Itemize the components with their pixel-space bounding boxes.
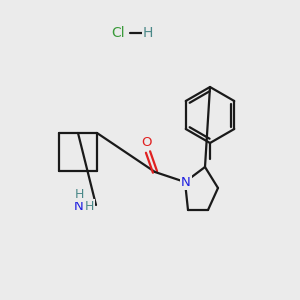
Text: Cl: Cl [111,26,125,40]
Text: H: H [74,188,84,200]
Text: N: N [181,176,191,188]
Text: O: O [142,136,152,148]
Text: H: H [84,200,94,212]
Text: N: N [74,200,84,212]
Text: H: H [143,26,153,40]
